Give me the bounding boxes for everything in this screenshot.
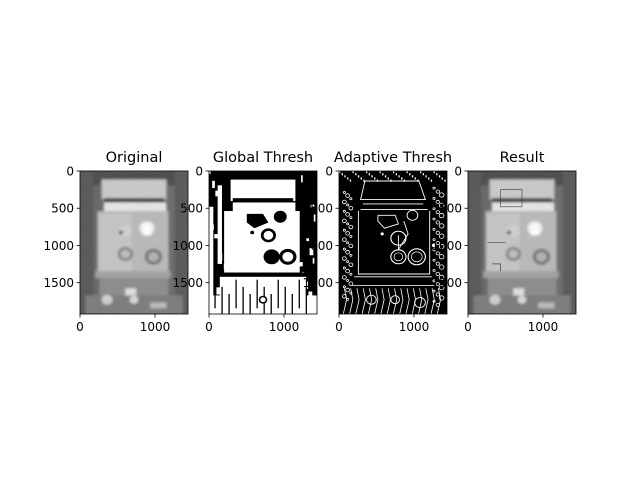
y-tick-label: 500 xyxy=(439,202,462,216)
axes-frame xyxy=(467,170,577,315)
x-tick-label: 0 xyxy=(464,320,472,334)
panel-result: Result 0 500 1000 1500 0 1000 xyxy=(431,150,577,334)
panel-title: Global Thresh xyxy=(213,150,313,166)
y-tick-label: 500 xyxy=(51,202,74,216)
y-tick-label: 500 xyxy=(180,202,203,216)
x-tick-label: 1000 xyxy=(269,320,300,334)
y-tick-label: 1500 xyxy=(43,276,74,290)
y-tick-label: 0 xyxy=(66,164,74,178)
x-tick-label: 1000 xyxy=(528,320,559,334)
image-result xyxy=(468,171,576,314)
image-original xyxy=(80,171,188,314)
x-tick-label: 0 xyxy=(335,320,343,334)
y-tick-label: 1500 xyxy=(172,276,203,290)
y-tick-label: 1000 xyxy=(431,239,462,253)
y-tick-label: 1500 xyxy=(431,276,462,290)
x-tick-label: 0 xyxy=(205,320,213,334)
y-tick-label: 1500 xyxy=(302,276,333,290)
x-tick-label: 1000 xyxy=(399,320,430,334)
x-tick-label: 0 xyxy=(76,320,84,334)
y-tick-label: 0 xyxy=(195,164,203,178)
panel-title: Adaptive Thresh xyxy=(334,150,452,166)
image-global-thresh xyxy=(209,171,317,314)
image-adaptive-thresh xyxy=(339,171,447,314)
y-tick-label: 1000 xyxy=(172,239,203,253)
x-tick-label: 1000 xyxy=(140,320,171,334)
axes-frame xyxy=(79,170,189,315)
axes-frame xyxy=(338,170,448,315)
y-tick-label: 1000 xyxy=(43,239,74,253)
axes-frame xyxy=(208,170,318,315)
panel-title: Result xyxy=(500,150,545,166)
y-tick-label: 0 xyxy=(454,164,462,178)
panel-original: Original 0 500 1000 1500 0 1000 xyxy=(43,150,189,334)
y-tick-label: 1000 xyxy=(302,239,333,253)
y-tick-label: 500 xyxy=(310,202,333,216)
panel-global-thresh: Global Thresh 0 500 1000 1500 0 1000 xyxy=(172,150,318,334)
y-tick-label: 0 xyxy=(325,164,333,178)
panel-title: Original xyxy=(106,150,163,166)
